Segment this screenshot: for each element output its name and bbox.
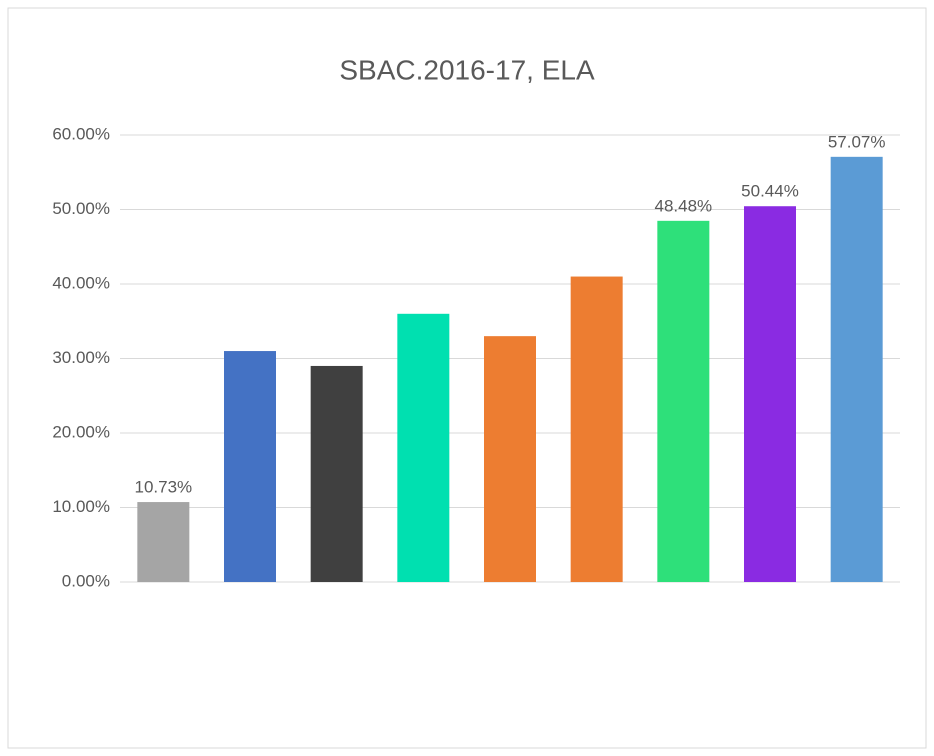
y-tick-label: 10.00% bbox=[52, 497, 110, 516]
bar bbox=[830, 156, 883, 583]
bar bbox=[137, 502, 190, 582]
bar bbox=[484, 336, 536, 582]
y-tick-label: 40.00% bbox=[52, 273, 110, 292]
bar bbox=[310, 365, 363, 582]
data-label: 48.48% bbox=[654, 196, 712, 215]
chart-title: SBAC.2016-17, ELA bbox=[339, 54, 595, 85]
data-label: 57.07% bbox=[828, 132, 886, 151]
y-tick-label: 20.00% bbox=[52, 422, 110, 441]
bar bbox=[744, 206, 796, 583]
y-tick-label: 50.00% bbox=[52, 199, 110, 218]
bar bbox=[570, 276, 623, 582]
y-tick-label: 60.00% bbox=[52, 124, 110, 143]
data-label: 10.73% bbox=[134, 478, 192, 497]
bar bbox=[224, 351, 276, 582]
bar bbox=[397, 313, 450, 582]
y-tick-label: 0.00% bbox=[62, 571, 110, 590]
y-tick-label: 30.00% bbox=[52, 348, 110, 367]
bar bbox=[657, 220, 710, 582]
data-label: 50.44% bbox=[741, 182, 799, 201]
